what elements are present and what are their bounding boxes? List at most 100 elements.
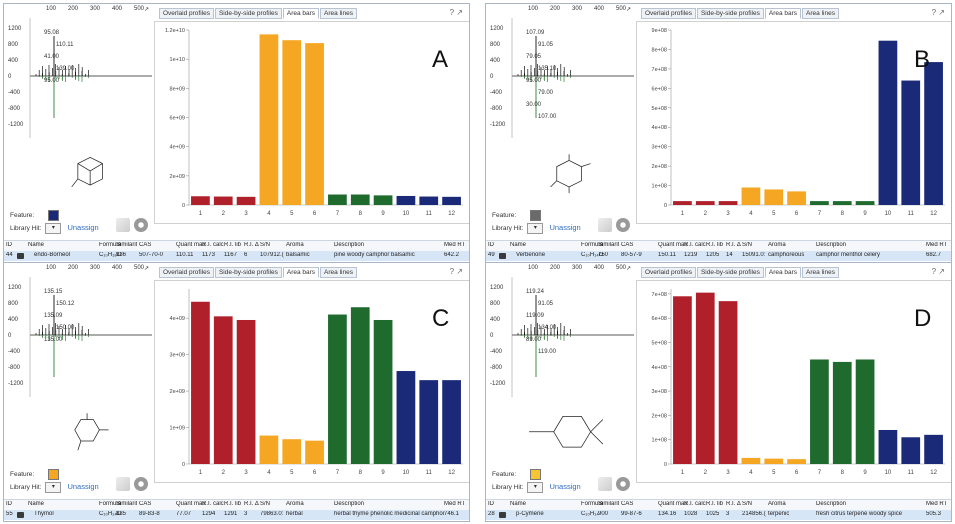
feature-color-swatch[interactable]	[530, 469, 542, 480]
column-header[interactable]: Name	[28, 501, 45, 507]
column-header[interactable]: Similarit	[598, 242, 620, 248]
tab-area-bars[interactable]: Area bars	[282, 267, 320, 278]
column-header[interactable]: ID	[488, 501, 494, 507]
column-header[interactable]: R.I. lib	[706, 501, 724, 507]
tab-side-by-side-profiles[interactable]: Side-by-side profiles	[696, 267, 764, 278]
column-header[interactable]: Aroma	[286, 501, 304, 507]
feature-color-swatch[interactable]	[48, 210, 60, 221]
bar[interactable]	[213, 196, 233, 205]
column-header[interactable]: R.I. lib	[706, 242, 724, 248]
bar[interactable]	[419, 380, 439, 464]
column-header[interactable]: Formula	[581, 501, 604, 507]
table-row[interactable]: 44 endo-Borneol C₁₀H₁₈O 936 507-70-0 110.11 11…	[4, 251, 469, 261]
bar[interactable]	[832, 361, 852, 464]
bar[interactable]	[191, 301, 210, 464]
column-header[interactable]: Name	[510, 501, 527, 507]
bar[interactable]	[419, 196, 439, 205]
tab-area-lines[interactable]: Area lines	[320, 8, 357, 19]
column-header[interactable]: S/N	[260, 242, 271, 248]
help-icon[interactable]: ?	[931, 267, 939, 276]
column-header[interactable]: Description	[334, 242, 365, 248]
column-header[interactable]: CAS	[621, 242, 634, 248]
column-header[interactable]: R.I. ∆	[244, 501, 259, 507]
column-header[interactable]: Description	[816, 242, 847, 248]
mass-spectrum[interactable]: 100 200 300 400 500 1200 800 400 0 -400 -800 -1200 1…	[488, 6, 636, 146]
column-header[interactable]: Name	[28, 242, 45, 248]
tab-side-by-side-profiles[interactable]: Side-by-side profiles	[214, 8, 282, 19]
chart-tool-icon[interactable]	[116, 218, 130, 232]
unassign-link[interactable]: Unassign	[67, 223, 99, 233]
column-header[interactable]: CAS	[621, 501, 634, 507]
bar[interactable]	[924, 434, 943, 464]
bar[interactable]	[741, 457, 761, 464]
expand-panel-icon[interactable]: ↗	[938, 8, 945, 17]
column-header[interactable]: R.I. ∆	[726, 242, 741, 248]
unassign-link[interactable]: Unassign	[549, 223, 581, 233]
expand-panel-icon[interactable]: ↗	[456, 267, 463, 276]
column-header[interactable]: Similarit	[116, 501, 138, 507]
tab-area-lines[interactable]: Area lines	[802, 267, 839, 278]
tab-overlaid-profiles[interactable]: Overlaid profiles	[159, 267, 214, 278]
mass-spectrum[interactable]: 100 200 300 400 500 1200 800 400 0 -400 -800 -1200 1…	[6, 265, 154, 405]
bar[interactable]	[213, 316, 233, 464]
bar[interactable]	[350, 194, 370, 206]
column-header[interactable]: S/N	[260, 501, 271, 507]
bar[interactable]	[810, 201, 829, 205]
expand-icon[interactable]: ↗	[626, 266, 632, 272]
bar[interactable]	[305, 43, 324, 205]
column-header[interactable]: R.I. calc	[684, 501, 706, 507]
bar[interactable]	[695, 201, 715, 205]
bar[interactable]	[787, 459, 806, 464]
bar[interactable]	[741, 187, 761, 206]
bar[interactable]	[878, 429, 898, 464]
help-icon[interactable]: ?	[449, 267, 457, 276]
column-header[interactable]: Med RT	[444, 501, 466, 507]
bar[interactable]	[442, 380, 461, 464]
unassign-link[interactable]: Unassign	[549, 482, 581, 492]
column-header[interactable]: R.I. ∆	[244, 242, 259, 248]
column-header[interactable]: Formula	[99, 501, 122, 507]
bar[interactable]	[350, 307, 370, 464]
table-row[interactable]: 28 p-Cymene C₁₀H₁₄ 900 99-87-6 134.16 1028 1025…	[486, 510, 951, 520]
bar[interactable]	[764, 458, 784, 464]
bar[interactable]	[236, 319, 256, 464]
bar[interactable]	[328, 194, 347, 206]
column-header[interactable]: ID	[6, 242, 12, 248]
chart-tool-icon[interactable]	[598, 218, 612, 232]
feature-color-swatch[interactable]	[48, 469, 60, 480]
column-header[interactable]: Aroma	[286, 242, 304, 248]
bar[interactable]	[673, 296, 692, 464]
column-header[interactable]: Aroma	[768, 501, 786, 507]
expand-panel-icon[interactable]: ↗	[938, 267, 945, 276]
column-header[interactable]: Similarit	[598, 501, 620, 507]
bar[interactable]	[396, 195, 416, 205]
help-icon[interactable]: ?	[931, 8, 939, 17]
bar[interactable]	[442, 196, 461, 205]
tab-side-by-side-profiles[interactable]: Side-by-side profiles	[214, 267, 282, 278]
column-header[interactable]: Quant mas	[176, 501, 206, 507]
bar[interactable]	[305, 440, 324, 464]
table-row[interactable]: 49 Verbenone C₁₀H₁₄O 750 80-57-9 150.11 1219 12…	[486, 251, 951, 261]
column-header[interactable]: Med RT	[444, 242, 466, 248]
expand-icon[interactable]: ↗	[144, 266, 150, 272]
column-header[interactable]: R.I. lib	[224, 242, 242, 248]
tab-overlaid-profiles[interactable]: Overlaid profiles	[641, 267, 696, 278]
bar[interactable]	[855, 359, 875, 464]
column-header[interactable]: S/N	[742, 501, 753, 507]
feature-color-swatch[interactable]	[530, 210, 542, 221]
bar[interactable]	[373, 195, 393, 205]
column-header[interactable]: S/N	[742, 242, 753, 248]
column-header[interactable]: Formula	[581, 242, 604, 248]
tab-area-lines[interactable]: Area lines	[802, 8, 839, 19]
column-header[interactable]: Med RT	[926, 501, 948, 507]
library-hit-dropdown[interactable]: ▾	[45, 223, 62, 234]
chart-tool-icon[interactable]	[598, 477, 612, 491]
column-header[interactable]: Quant mas	[176, 242, 206, 248]
expand-icon[interactable]: ↗	[144, 7, 150, 13]
bar[interactable]	[259, 34, 279, 205]
bar[interactable]	[901, 437, 921, 464]
tab-area-lines[interactable]: Area lines	[320, 267, 357, 278]
library-hit-dropdown[interactable]: ▾	[45, 482, 62, 493]
bar[interactable]	[328, 314, 347, 464]
bar[interactable]	[718, 201, 738, 205]
